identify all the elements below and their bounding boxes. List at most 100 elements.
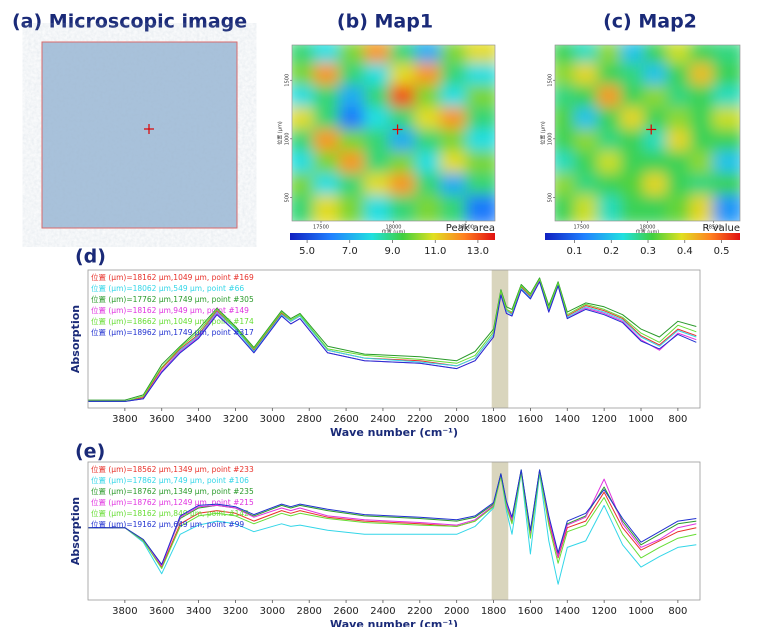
spectrum-line [88,280,697,402]
x-axis-label: Wave number (cm⁻¹) [330,426,458,439]
y-tick-label: 500 [285,193,291,203]
micro-texture [42,42,237,228]
y-tick-label: 1000 [285,132,291,145]
legend-entry: 位置 (μm)=18762 μm,1249 μm, point #215 [91,497,254,507]
x-tick-label: 3400 [186,414,211,425]
x-tick-label: 3800 [112,606,137,617]
x-tick-label: 1800 [481,414,506,425]
colorbar-label: R value [703,223,740,234]
x-tick-label: 3400 [186,606,211,617]
x-tick-label: 18500 [458,225,474,231]
y-axis-label: 位置 (μm) [277,121,284,145]
spectrum-line [88,470,697,568]
colorbar-tick-label: 0.5 [714,246,730,257]
highlight-band [491,462,509,600]
x-tick-label: 3200 [223,414,248,425]
heatmap-cells [555,45,740,221]
y-tick-label: 1000 [548,132,554,145]
panel-title: (a) Microscopic image [12,11,247,33]
x-tick-label: 2200 [407,414,432,425]
colorbar-tick-label: 11.0 [424,246,446,257]
colorbar [290,233,495,240]
x-tick-label: 2800 [296,414,321,425]
x-tick-label: 1400 [555,606,580,617]
legend-entry: 位置 (μm)=18162 μm,1049 μm, point #169 [91,272,254,282]
x-tick-label: 18000 [386,225,402,231]
legend-entry: 位置 (μm)=18762 μm,1349 μm, point #235 [91,486,254,496]
x-tick-label: 2000 [444,606,469,617]
spectrum-line [88,281,697,402]
colorbar-tick-label: 9.0 [385,246,401,257]
x-tick-label: 2600 [333,606,358,617]
x-tick-label: 18000 [640,225,656,231]
legend-entry: 位置 (μm)=18962 μm,1749 μm, point #317 [91,327,254,337]
x-tick-label: 2400 [370,414,395,425]
x-axis-label: 位置 (μm) [636,229,660,236]
spectrum-line [88,470,697,567]
legend-entry: 位置 (μm)=18162 μm,949 μm, point #149 [91,305,249,315]
colorbar-tick-label: 5.0 [299,246,315,257]
x-tick-label: 3000 [260,606,285,617]
x-tick-label: 3000 [260,414,285,425]
colorbar [545,233,740,240]
panel-title: (e) [75,441,105,463]
x-tick-label: 2600 [333,414,358,425]
x-tick-label: 3200 [223,606,248,617]
x-tick-label: 1400 [555,414,580,425]
spectrum-line [88,469,697,565]
spectrum-line [88,472,697,585]
y-tick-label: 500 [548,193,554,203]
x-tick-label: 1000 [628,606,653,617]
x-tick-label: 1600 [518,414,543,425]
colorbar-tick-label: 7.0 [342,246,358,257]
y-tick-label: 1500 [548,74,554,87]
x-tick-label: 1200 [591,414,616,425]
x-tick-label: 1600 [518,606,543,617]
legend-entry: 位置 (μm)=19162 μm,649 μm, point #99 [91,519,244,529]
spectrum-line [88,472,697,569]
x-tick-label: 2000 [444,414,469,425]
y-axis-label: Absorption [69,305,82,373]
x-axis-label: 位置 (μm) [382,229,406,236]
y-axis-label: Absorption [69,497,82,565]
panel-title: (b) Map1 [337,11,433,33]
y-tick-label: 1500 [285,74,291,87]
heatmap [555,45,740,221]
x-tick-label: 2800 [296,606,321,617]
x-tick-label: 3600 [149,606,174,617]
colorbar-tick-label: 0.1 [566,246,582,257]
heatmap [292,45,495,221]
x-tick-label: 3600 [149,414,174,425]
x-tick-label: 1800 [481,606,506,617]
heat-cell [712,195,740,221]
x-tick-label: 800 [668,414,687,425]
spectrum-line [88,278,697,402]
x-tick-label: 18500 [706,225,722,231]
plot-frame [87,461,701,601]
x-tick-label: 3800 [112,414,137,425]
plot-frame [87,269,701,409]
colorbar-tick-label: 0.2 [603,246,619,257]
heatmap-cells [292,45,495,221]
x-tick-label: 1200 [591,606,616,617]
highlight-band [491,270,509,408]
legend-entry: 位置 (μm)=17862 μm,749 μm, point #106 [91,475,249,485]
colorbar-tick-label: 0.3 [640,246,656,257]
panel-title: (d) [75,246,106,268]
legend-entry: 位置 (μm)=18662 μm,1049 μm, point #174 [91,316,254,326]
x-tick-label: 2200 [407,606,432,617]
x-tick-label: 17500 [573,225,589,231]
y-axis-label: 位置 (μm) [540,121,547,145]
legend-entry: 位置 (μm)=18162 μm,849 μm, point #142 [91,508,249,518]
legend-entry: 位置 (μm)=18062 μm,549 μm, point #66 [91,283,244,293]
x-tick-label: 17500 [313,225,329,231]
x-axis-label: Wave number (cm⁻¹) [330,618,458,627]
x-tick-label: 2400 [370,606,395,617]
spectrum-line [88,277,697,401]
x-tick-label: 1000 [628,414,653,425]
colorbar-tick-label: 13.0 [467,246,489,257]
legend-entry: 位置 (μm)=18562 μm,1349 μm, point #233 [91,464,254,474]
legend-entry: 位置 (μm)=17762 μm,1749 μm, point #305 [91,294,254,304]
heat-cell [465,195,495,221]
